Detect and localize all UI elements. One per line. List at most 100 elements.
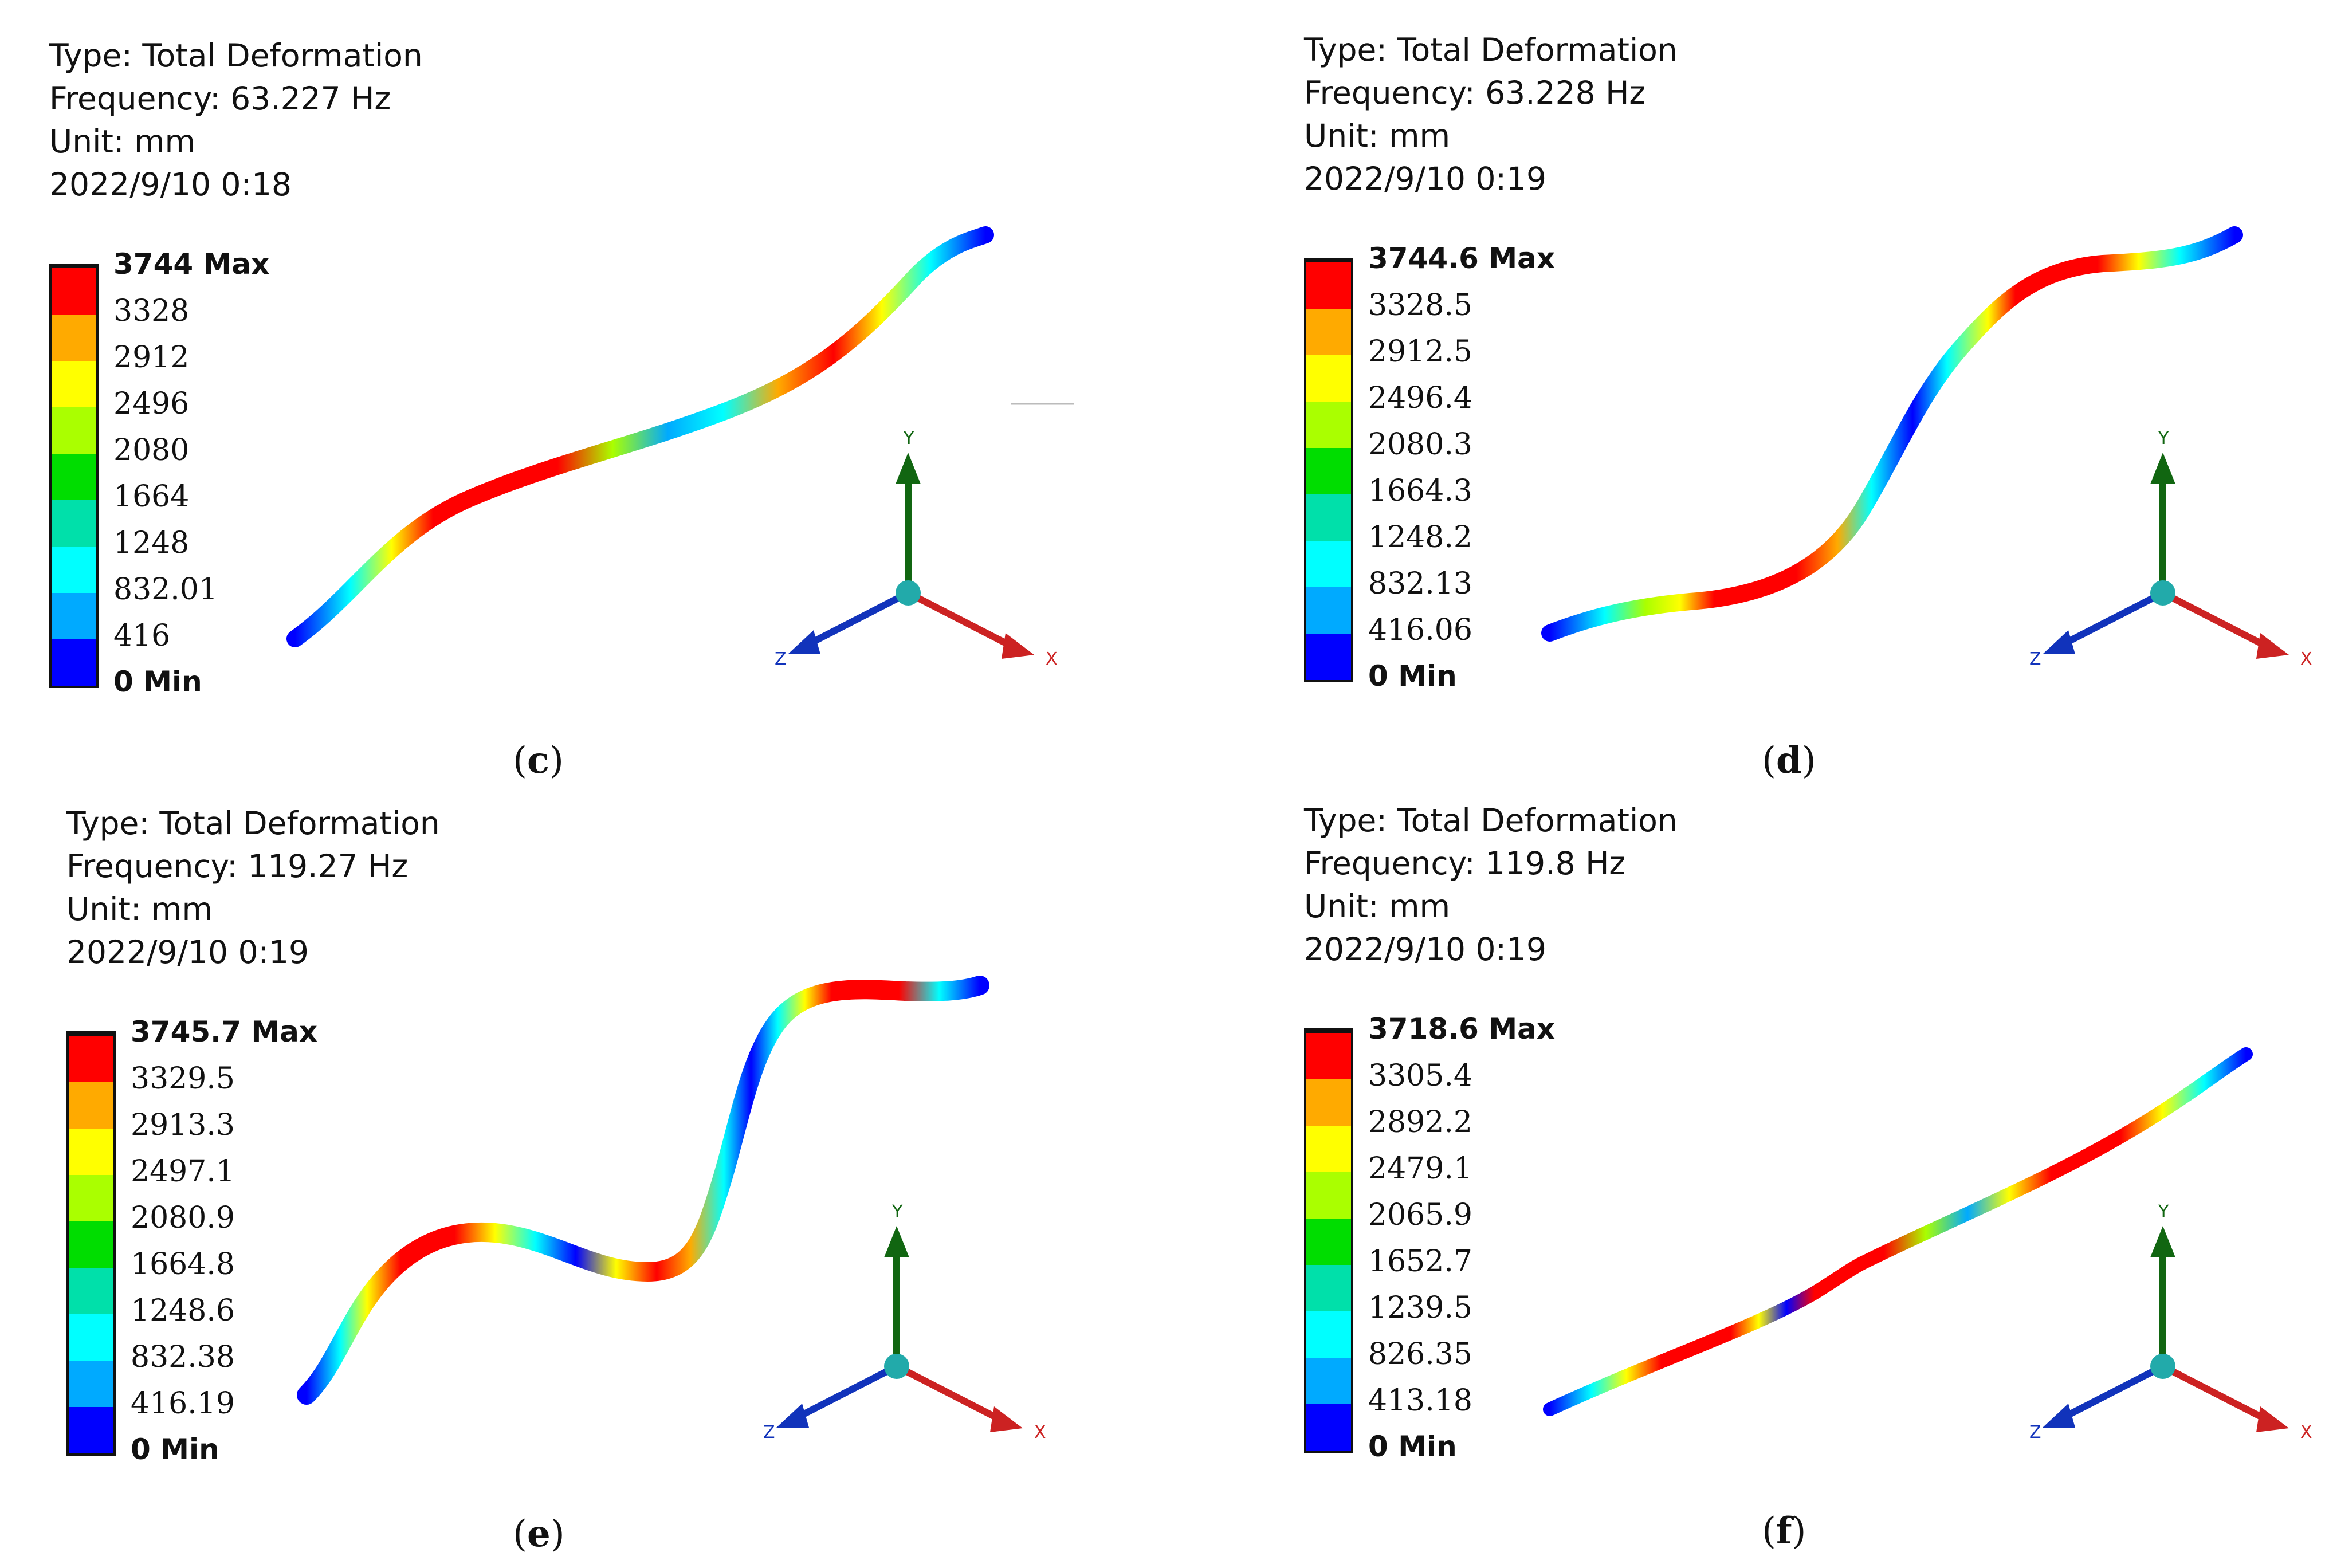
legend-swatch [1306, 634, 1351, 680]
axis-triad: Y X Z [2028, 1202, 2325, 1469]
legend-value: 2479.1 [1368, 1152, 1472, 1186]
legend-swatch [69, 1082, 113, 1129]
legend-swatch [1306, 1358, 1351, 1404]
info-block: Type: Total Deformation Frequency: 119.8… [1304, 799, 1678, 971]
legend-value: 832.13 [1368, 567, 1472, 601]
legend-value: 0 Min [1368, 659, 1457, 693]
z-axis-label: Z [775, 649, 787, 669]
type-line: Type: Total Deformation [49, 37, 423, 74]
legend-value: 1248.2 [1368, 520, 1472, 555]
legend-value: 2497.1 [131, 1154, 235, 1189]
x-axis-arrowhead-icon [990, 1406, 1023, 1432]
panel-f: Type: Total Deformation Frequency: 119.8… [1255, 765, 2325, 1553]
y-axis-arrowhead-icon [896, 453, 921, 484]
type-line: Type: Total Deformation [1304, 802, 1678, 839]
z-axis-label: Z [763, 1422, 775, 1443]
legend-value: 2912 [113, 340, 190, 375]
legend-value: 0 Min [1368, 1430, 1457, 1463]
legend-swatch [69, 1175, 113, 1221]
x-axis-arrowhead-icon [2256, 633, 2289, 659]
legend-swatch [69, 1221, 113, 1268]
frequency-line: Frequency: 63.227 Hz [49, 80, 391, 117]
z-axis-arrowhead-icon [788, 630, 820, 654]
deformed-beam [1543, 1047, 2253, 1416]
legend-swatch [52, 593, 96, 639]
legend-value: 416.19 [131, 1386, 235, 1421]
origin-sphere [2150, 1354, 2175, 1379]
legend-colorbar [49, 264, 99, 688]
deformation-plot [286, 226, 1074, 647]
unit-line: Unit: mm [66, 891, 213, 928]
z-axis-line [806, 590, 910, 648]
unit-line: Unit: mm [1304, 117, 1451, 154]
z-axis-arrowhead-icon [776, 1404, 809, 1428]
legend-top-line [52, 266, 96, 268]
x-axis-label: X [2300, 1422, 2312, 1443]
legend-value: 2080 [113, 433, 190, 467]
legend-swatch [1306, 1172, 1351, 1219]
axis-triad-svg: Y X Z [775, 429, 1058, 669]
info-block: Type: Total Deformation Frequency: 119.2… [66, 802, 440, 974]
x-axis-arrowhead-icon [1002, 633, 1034, 659]
legend-value: 2496 [113, 387, 190, 421]
legend-colorbar [66, 1031, 116, 1456]
x-axis-label: X [1034, 1422, 1046, 1443]
legend-value: 1664.3 [1368, 474, 1472, 508]
legend-value: 0 Min [131, 1433, 219, 1466]
y-axis-arrowhead-icon [2150, 1226, 2175, 1257]
date-line: 2022/9/10 0:18 [49, 166, 292, 203]
x-axis-line [906, 590, 1016, 651]
unit-line: Unit: mm [49, 123, 196, 160]
legend-swatch [1306, 1079, 1351, 1126]
axis-triad: Y X Z [773, 429, 1071, 695]
legend-swatch [52, 500, 96, 547]
legend-value: 3328 [113, 294, 190, 328]
caption: (f) [1762, 1510, 1806, 1553]
frequency-line: Frequency: 63.228 Hz [1304, 74, 1646, 111]
deformed-beam [286, 226, 994, 647]
axis-triad-svg: Y X Z [2029, 429, 2312, 669]
info-block: Type: Total Deformation Frequency: 63.22… [49, 34, 423, 206]
y-axis-label: Y [2158, 430, 2169, 449]
legend-value: 2080.3 [1368, 427, 1472, 462]
axis-triad: Y X Z [762, 1202, 1060, 1469]
legend-value: 1664.8 [131, 1247, 235, 1282]
legend-swatch [1306, 587, 1351, 634]
legend-value: 3329.5 [131, 1062, 235, 1096]
z-axis-line [2061, 590, 2165, 648]
z-axis-label: Z [2029, 1422, 2041, 1443]
legend-swatch [52, 315, 96, 361]
legend-swatch [1306, 541, 1351, 587]
x-axis-line [2161, 590, 2271, 651]
legend-value: 416 [113, 619, 171, 653]
legend-value: 1239.5 [1368, 1291, 1472, 1325]
legend-colorbar [1304, 258, 1353, 682]
legend-top-line [69, 1033, 113, 1036]
origin-sphere [884, 1354, 909, 1379]
legend-swatch [1306, 494, 1351, 541]
x-axis-label: X [2300, 649, 2312, 669]
legend-swatch [52, 361, 96, 407]
legend-swatch [69, 1036, 113, 1082]
legend-value: 3328.5 [1368, 288, 1472, 323]
frequency-line: Frequency: 119.8 Hz [1304, 845, 1626, 882]
legend-value: 826.35 [1368, 1337, 1472, 1371]
legend-value: 832.01 [113, 572, 218, 607]
y-axis-label: Y [2158, 1203, 2169, 1222]
legend-swatch [1306, 1404, 1351, 1451]
legend-swatch [52, 547, 96, 593]
legend-swatch [1306, 1311, 1351, 1358]
y-axis-label: Y [891, 1203, 903, 1222]
legend-swatch [1306, 1265, 1351, 1311]
y-axis-label: Y [903, 430, 914, 449]
x-axis-line [895, 1363, 1004, 1424]
frequency-line: Frequency: 119.27 Hz [66, 848, 409, 885]
panel-c: Type: Total Deformation Frequency: 63.22… [0, 0, 1162, 784]
unit-line: Unit: mm [1304, 888, 1451, 925]
legend-value: 1664 [113, 480, 190, 514]
deformation-plot [1543, 1047, 2253, 1416]
date-line: 2022/9/10 0:19 [1304, 160, 1547, 197]
legend-value: 3305.4 [1368, 1059, 1472, 1093]
axis-triad-svg: Y X Z [763, 1202, 1046, 1443]
legend-value: 1248 [113, 526, 190, 560]
